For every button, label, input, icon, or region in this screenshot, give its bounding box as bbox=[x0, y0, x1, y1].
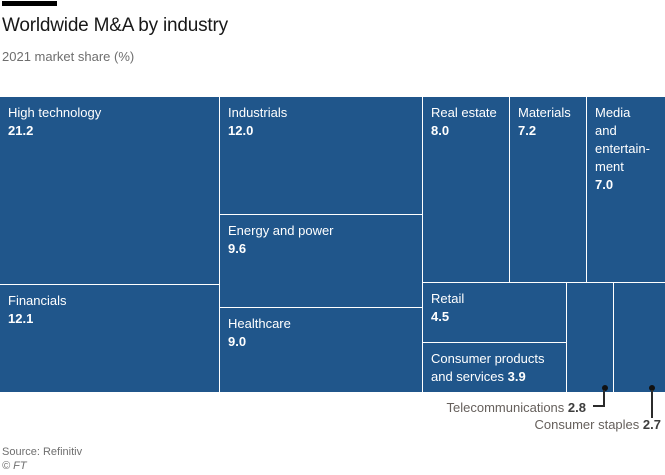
cell-label: Industrials bbox=[228, 105, 288, 120]
ft-credit: © FT bbox=[2, 460, 27, 472]
cell-value: 21.2 bbox=[8, 123, 34, 138]
treemap-cell-financials: Financials 12.1 bbox=[0, 285, 219, 392]
annotation-consumer-staples: Consumer staples 2.7 bbox=[535, 417, 661, 432]
treemap: High technology 21.2 Financials 12.1 Ind… bbox=[0, 97, 665, 392]
annotation-value: 2.8 bbox=[567, 400, 586, 415]
cell-label: Financials bbox=[8, 293, 67, 308]
treemap-cell-healthcare: Healthcare 9.0 bbox=[220, 308, 422, 392]
cell-value: 12.0 bbox=[228, 123, 254, 138]
accent-bar bbox=[2, 1, 57, 6]
cell-label: Retail bbox=[431, 291, 465, 306]
page-title: Worldwide M&A by industry bbox=[2, 15, 228, 36]
treemap-cell-materials: Materials 7.2 bbox=[510, 97, 586, 282]
cell-label: Consumer products and services 3.9 bbox=[431, 350, 558, 386]
cell-value: 9.6 bbox=[228, 241, 247, 256]
treemap-cell-energy-and-power: Energy and power 9.6 bbox=[220, 215, 422, 307]
treemap-cell-telecommunications bbox=[567, 283, 613, 392]
callout-dot-telecommunications bbox=[602, 385, 608, 391]
callout-line-consumer-staples bbox=[651, 390, 653, 418]
cell-value: 7.2 bbox=[518, 123, 537, 138]
cell-label: Healthcare bbox=[228, 316, 291, 331]
annotation-value: 2.7 bbox=[642, 417, 661, 432]
cell-label: Energy and power bbox=[228, 223, 334, 238]
source-text: Source: Refinitiv bbox=[2, 446, 83, 458]
cell-value: 12.1 bbox=[8, 311, 34, 326]
treemap-cell-consumer-products-and-services: Consumer products and services 3.9 bbox=[423, 343, 566, 392]
treemap-cell-real-estate: Real estate 8.0 bbox=[423, 97, 509, 282]
cell-label-text: Consumer products and services bbox=[431, 351, 545, 384]
treemap-cell-industrials: Industrials 12.0 bbox=[220, 97, 422, 214]
cell-label: High technology bbox=[8, 105, 102, 120]
annotation-label: Consumer staples bbox=[534, 417, 640, 432]
treemap-cell-consumer-staples bbox=[614, 283, 665, 392]
cell-value: 3.9 bbox=[507, 369, 526, 384]
callout-line-telecommunications bbox=[593, 390, 605, 407]
cell-label: Media and entertain- ment bbox=[595, 105, 650, 174]
annotation-telecommunications: Telecommunications 2.8 bbox=[447, 400, 586, 415]
annotation-label: Telecommunications bbox=[446, 400, 565, 415]
treemap-cell-media-and-entertainment: Media and entertain- ment 7.0 bbox=[587, 97, 665, 282]
cell-value: 4.5 bbox=[431, 309, 450, 324]
cell-value: 9.0 bbox=[228, 334, 247, 349]
callout-dot-consumer-staples bbox=[649, 385, 655, 391]
cell-label: Materials bbox=[518, 105, 571, 120]
treemap-cell-retail: Retail 4.5 bbox=[423, 283, 566, 342]
cell-value: 8.0 bbox=[431, 123, 450, 138]
cell-label: Real estate bbox=[431, 105, 497, 120]
cell-value: 7.0 bbox=[595, 177, 614, 192]
page-subtitle: 2021 market share (%) bbox=[2, 49, 135, 64]
treemap-cell-high-technology: High technology 21.2 bbox=[0, 97, 219, 284]
